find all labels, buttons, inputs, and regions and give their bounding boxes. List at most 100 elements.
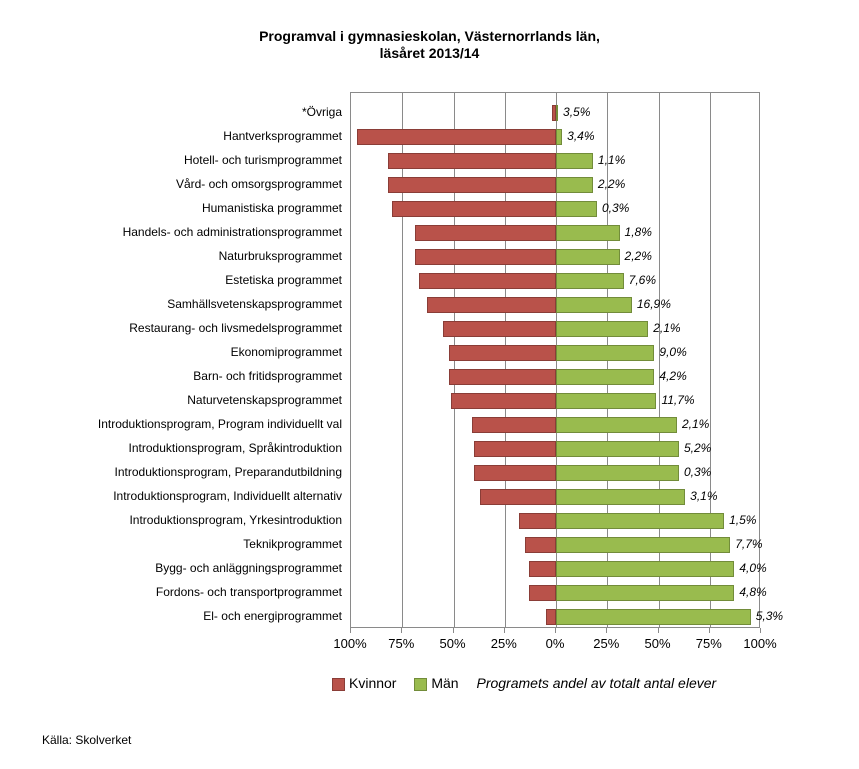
x-tick-label: 25% [491,636,517,651]
value-label: 4,0% [739,561,766,575]
bar-man [556,369,654,385]
category-label: Handels- och administrationsprogrammet [0,225,342,239]
value-label: 1,1% [598,153,625,167]
value-label: 2,1% [682,417,709,431]
category-label: Introduktionsprogram, Preparandutbildnin… [0,465,342,479]
bar-kvinnor [419,273,556,289]
value-label: 3,4% [567,129,594,143]
bar-kvinnor [388,177,556,193]
x-tick-label: 25% [593,636,619,651]
x-tick-label: 50% [439,636,465,651]
bar-kvinnor [529,585,556,601]
category-label: Introduktionsprogram, Språkintroduktion [0,441,342,455]
value-label: 0,3% [602,201,629,215]
x-tick-mark [453,628,454,633]
category-label: Introduktionsprogram, Yrkesintroduktion [0,513,342,527]
value-label: 2,2% [625,249,652,263]
bar-kvinnor [449,345,556,361]
bar-man [556,177,593,193]
value-label: 4,8% [739,585,766,599]
category-label: Barn- och fritidsprogrammet [0,369,342,383]
bar-kvinnor [451,393,556,409]
bar-man [556,585,734,601]
plot-area [350,92,760,628]
category-label: Naturbruksprogrammet [0,249,342,263]
category-label: Estetiska programmet [0,273,342,287]
bar-man [556,489,685,505]
x-tick-mark [709,628,710,633]
x-tick-mark [504,628,505,633]
bar-man [556,201,597,217]
bar-kvinnor [474,465,556,481]
value-label: 4,2% [659,369,686,383]
x-tick-label: 75% [696,636,722,651]
bar-kvinnor [519,513,556,529]
x-tick-label: 50% [644,636,670,651]
bar-kvinnor [443,321,556,337]
bar-man [556,393,656,409]
category-label: Fordons- och transportprogrammet [0,585,342,599]
bar-kvinnor [525,537,556,553]
bar-kvinnor [546,609,556,625]
value-label: 7,7% [735,537,762,551]
value-label: 3,1% [690,489,717,503]
value-label: 11,7% [661,393,694,407]
legend-label-man: Män [431,675,458,691]
x-tick-mark [555,628,556,633]
category-label: Naturvetenskapsprogrammet [0,393,342,407]
bar-kvinnor [357,129,556,145]
category-label: Hantverksprogrammet [0,129,342,143]
bar-man [556,609,751,625]
bar-kvinnor [480,489,556,505]
bar-man [556,129,562,145]
bar-kvinnor [427,297,556,313]
legend-kvinnor: Kvinnor [332,675,396,691]
category-label: Samhällsvetenskapsprogrammet [0,297,342,311]
value-label: 0,3% [684,465,711,479]
category-label: Introduktionsprogram, Program individuel… [0,417,342,431]
bar-man [556,321,648,337]
gridline [402,93,403,627]
bar-man [556,441,679,457]
bar-kvinnor [388,153,556,169]
legend: Kvinnor Män Programets andel av totalt a… [332,674,716,691]
value-label: 1,5% [729,513,756,527]
bar-kvinnor [415,225,556,241]
legend-man: Män [414,675,458,691]
value-label: 1,8% [625,225,652,239]
bar-man [556,513,724,529]
x-tick-label: 100% [743,636,776,651]
category-label: Restaurang- och livsmedelsprogrammet [0,321,342,335]
legend-swatch-man [414,678,427,691]
value-label: 2,2% [598,177,625,191]
value-label: 9,0% [659,345,686,359]
bar-man [556,537,730,553]
bar-kvinnor [415,249,556,265]
x-tick-label: 75% [388,636,414,651]
bar-kvinnor [392,201,556,217]
bar-kvinnor [449,369,556,385]
value-label: 2,1% [653,321,680,335]
bar-man [556,273,624,289]
value-label: 16,9% [637,297,671,311]
category-label: Vård- och omsorgsprogrammet [0,177,342,191]
category-label: Ekonomiprogrammet [0,345,342,359]
value-label: 5,2% [684,441,711,455]
x-tick-mark [606,628,607,633]
value-label: 5,3% [756,609,783,623]
chart-title-line-1: Programval i gymnasieskolan, Västernorrl… [0,28,859,44]
category-label: Humanistiska programmet [0,201,342,215]
bar-man [556,249,620,265]
bar-man [556,297,632,313]
x-tick-label: 100% [333,636,366,651]
category-label: *Övriga [0,105,342,119]
bar-man [556,417,677,433]
bar-man [556,561,734,577]
bar-man [556,345,654,361]
bar-kvinnor [472,417,556,433]
x-tick-mark [760,628,761,633]
category-label: Bygg- och anläggningsprogrammet [0,561,342,575]
bar-man [556,465,679,481]
bar-kvinnor [529,561,556,577]
category-label: Teknikprogrammet [0,537,342,551]
